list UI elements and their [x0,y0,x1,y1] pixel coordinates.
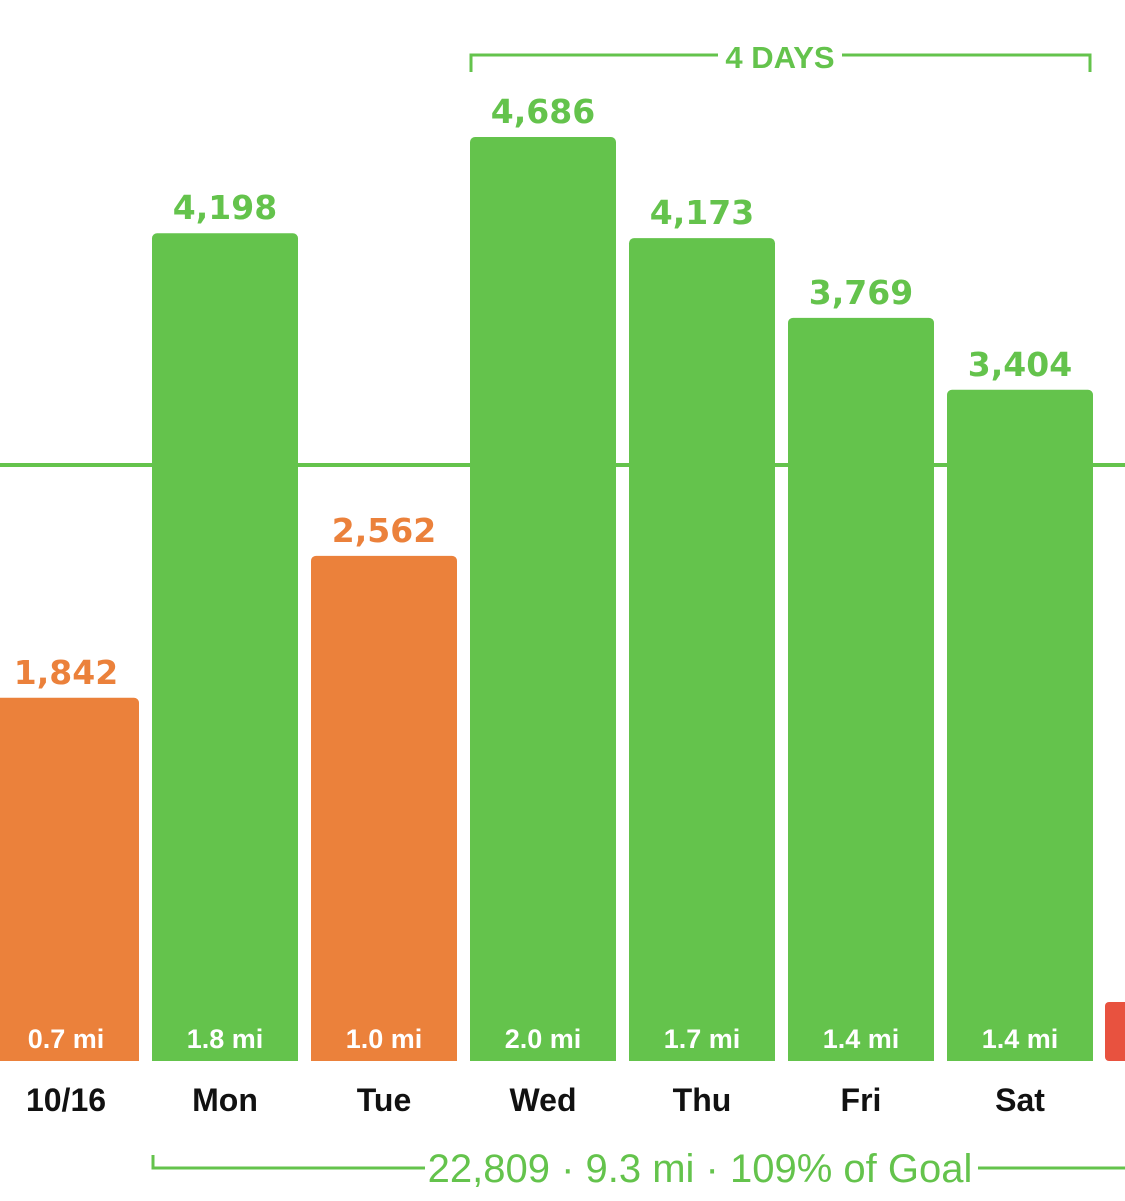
day-label-thu: Thu [673,1082,732,1118]
distance-label-mon: 1.8 mi [187,1024,264,1054]
labels-group: 1,842 0.7 mi 10/16 4,198 1.8 mi Mon 2,562 1.0 m… [14,92,1072,1118]
streak-bracket-left-line [469,53,718,72]
streak-bracket-right-line [842,53,1092,72]
day-label-10-16: 10/16 [26,1082,106,1118]
distance-label-fri: 1.4 mi [823,1024,900,1054]
bar-base-fri [788,1051,934,1061]
distance-label-10-16: 0.7 mi [28,1024,105,1054]
bar-thu[interactable] [629,238,775,1062]
value-label-tue: 2,562 [332,511,436,550]
weekly-summary-text: 22,809 · 9.3 mi · 109% of Goal [428,1147,973,1191]
bar-mon[interactable] [152,233,298,1062]
value-label-10-16: 1,842 [14,653,118,692]
summary-bracket-left-line [151,1155,425,1170]
bar-base-tue [311,1051,457,1061]
distance-label-sat: 1.4 mi [982,1024,1059,1054]
bar-sat[interactable] [947,389,1093,1062]
bar-base-wed [470,1051,616,1061]
next-day-partial-bar [1105,1002,1125,1061]
day-label-fri: Fri [841,1082,882,1118]
distance-label-wed: 2.0 mi [505,1024,582,1054]
day-label-tue: Tue [357,1082,412,1118]
bar-10-16[interactable] [0,697,139,1061]
streak-bracket: 4 DAYS [469,40,1092,75]
day-label-wed: Wed [510,1082,577,1118]
bars-group [0,137,1093,1062]
bar-base-sat [947,1051,1093,1061]
bar-base-10-16 [0,1051,139,1061]
bar-base-mon [152,1051,298,1061]
bar-wed[interactable] [470,137,616,1061]
value-label-sat: 3,404 [968,345,1072,384]
value-label-mon: 4,198 [173,188,277,227]
bar-fri[interactable] [788,317,934,1061]
streak-label: 4 DAYS [725,40,834,75]
day-label-sat: Sat [995,1082,1045,1118]
value-label-fri: 3,769 [809,273,913,312]
distance-label-thu: 1.7 mi [664,1024,741,1054]
day-label-mon: Mon [192,1082,258,1118]
value-label-wed: 4,686 [491,92,595,131]
bar-tue[interactable] [311,555,457,1061]
weekly-summary: 22,809 · 9.3 mi · 109% of Goal [151,1147,1125,1191]
value-label-thu: 4,173 [650,193,754,232]
distance-label-tue: 1.0 mi [346,1024,423,1054]
bar-base-thu [629,1051,775,1061]
